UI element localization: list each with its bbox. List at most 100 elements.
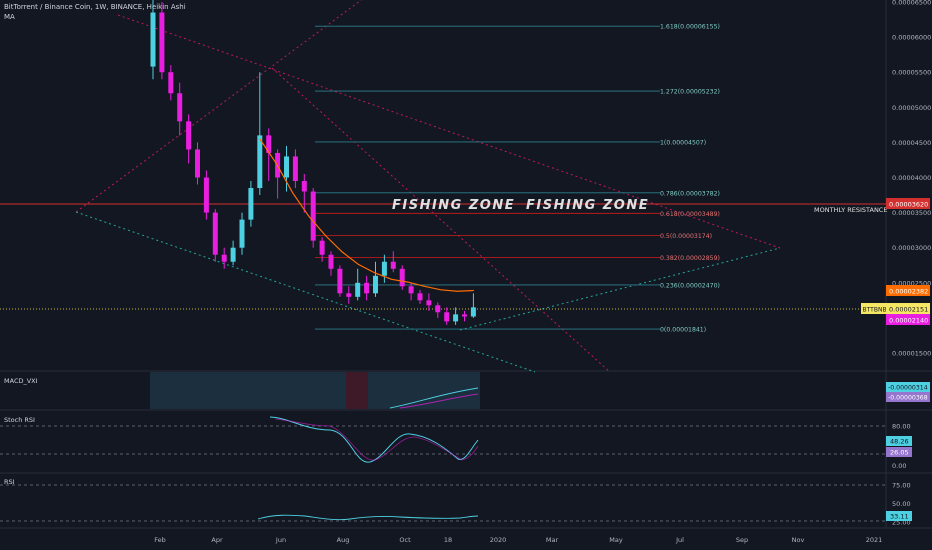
fib-level-label: 0.786(0.00003782) (660, 190, 720, 197)
candle-body (186, 121, 192, 150)
last-price-badge: 0.00002151 (889, 306, 928, 314)
price-tick: 0.00005000 (892, 104, 931, 112)
candle-body (337, 268, 343, 294)
fib-level-label: 1.618(0.00006155) (660, 24, 720, 31)
rsi-value: 33.11 (890, 513, 909, 521)
channel-lines (75, 0, 781, 373)
candle-body (292, 156, 298, 182)
stoch-title: Stoch RSI (4, 416, 35, 424)
low-value-badge: 0.00002140 (889, 317, 928, 325)
time-tick: 2021 (866, 536, 883, 544)
candle-body (266, 135, 272, 153)
price-tick: 0.00004500 (892, 139, 931, 147)
rsi-tick-75: 75.00 (892, 482, 911, 490)
resistance-value-badge: 0.00003620 (889, 201, 928, 209)
candle-body (195, 149, 200, 178)
time-tick: Sep (736, 536, 748, 544)
price-tick: 0.00001500 (892, 350, 931, 358)
price-tick: 0.00006500 (892, 0, 931, 7)
fishing-zone-label-right: FISHING ZONE (526, 198, 649, 213)
fib-level-label: 0.5(0.00003174) (660, 233, 712, 240)
channel-teal-rising (459, 247, 781, 331)
time-tick: Apr (211, 536, 223, 544)
time-tick: Nov (792, 536, 805, 544)
candle-body (248, 188, 254, 220)
fibonacci-levels: 1.618(0.00006155) 1.272(0.00005232) 1(0.00… (315, 24, 720, 334)
candle-body (221, 254, 227, 262)
macd-pane[interactable]: MACD_VXI -0.00000314 -0.00000368 (4, 372, 930, 409)
candle-body (319, 240, 325, 255)
candle-body (399, 268, 405, 287)
macd-value-2: -0.00000368 (888, 395, 928, 402)
channel-teal-lower (75, 211, 536, 373)
candle-body (444, 312, 450, 322)
candle-body (390, 261, 396, 269)
ma-value-badge: 0.00002382 (889, 288, 928, 296)
time-tick: 18 (444, 536, 452, 544)
rsi-pane[interactable]: RSI 75.00 50.00 25.00 33.11 (0, 478, 912, 527)
candle-body (355, 282, 361, 297)
stoch-value-k: 48.26 (890, 438, 909, 446)
fishing-zone-label-left: FISHING ZONE (392, 198, 515, 213)
time-tick: Feb (154, 536, 166, 544)
candle-body (159, 12, 165, 73)
candle-body (310, 191, 316, 241)
channel-red-descending (117, 14, 781, 249)
candle-body (328, 254, 334, 269)
candle-body (150, 12, 156, 67)
candle-body (257, 135, 263, 189)
channel-red-lower (271, 67, 611, 373)
candle-body (470, 307, 476, 317)
symbol-badge: BTTBNB (863, 307, 887, 314)
stoch-rsi-pane[interactable]: Stoch RSI 80.00 20.00 0.00 48.26 26.05 (0, 416, 912, 470)
time-tick: Jul (675, 536, 684, 544)
candle-body (453, 314, 459, 322)
symbol-info: BitTorrent / Binance Coin, 1W, BINANCE, … (4, 2, 186, 22)
symbol-title[interactable]: BitTorrent / Binance Coin, 1W, BINANCE, … (4, 3, 186, 11)
candle-body (301, 181, 307, 192)
stoch-value-d: 26.05 (890, 449, 909, 457)
candle-body (381, 261, 387, 276)
candle-body (346, 293, 352, 297)
price-tick: 0.00004000 (892, 174, 931, 182)
candle-body (462, 314, 467, 317)
indicator-ma-label[interactable]: MA (4, 13, 15, 21)
price-tick: 0.00006000 (892, 34, 931, 42)
fib-level-label: 1.272(0.00005232) (660, 89, 720, 96)
candle-body (408, 286, 414, 294)
channel-top-left (75, 0, 363, 213)
candle-body (177, 93, 183, 122)
fib-level-label: 0.236(0.00002470) (660, 282, 720, 289)
candle-body (203, 177, 209, 213)
fib-level-label: 1(0.00004507) (660, 139, 706, 146)
macd-title: MACD_VXI (4, 377, 38, 385)
price-tick: 0.00003500 (892, 209, 931, 217)
ma-line (259, 138, 474, 292)
candle-body (168, 72, 174, 94)
time-tick: Mar (546, 536, 559, 544)
time-tick: May (609, 536, 623, 544)
rsi-tick-25: 25.00 (892, 519, 911, 527)
rsi-tick-50: 50.00 (892, 500, 911, 508)
fib-level-label: 0(0.00001841) (660, 327, 706, 334)
candles (150, 0, 476, 325)
stoch-tick-80: 80.00 (892, 423, 911, 431)
price-tick: 0.00002500 (892, 279, 931, 287)
pane-separators (0, 0, 932, 529)
rsi-title: RSI (4, 478, 15, 486)
time-axis[interactable]: Feb Apr Jun Aug Oct 18 2020 Mar May Jul Sep Nov 2021 (154, 536, 882, 544)
time-tick: Aug (337, 536, 350, 544)
candle-body (364, 282, 370, 294)
price-badges: 0.00003620 0.00002382 BTTBNB 0.00002151 … (861, 198, 930, 325)
fib-level-label: 0.382(0.00002859) (660, 255, 720, 262)
monthly-resistance-label: MONTHLY RESISTANCE (814, 206, 887, 214)
candle-body (212, 212, 218, 255)
candle-body (426, 300, 432, 306)
candle-body (284, 156, 289, 178)
candle-body (230, 247, 236, 262)
candle-body (435, 305, 441, 313)
price-axis[interactable]: 0.00006500 0.00006000 0.00005500 0.00005000… (892, 0, 931, 358)
time-tick: Oct (399, 536, 411, 544)
macd-value-1: -0.00000314 (888, 385, 928, 392)
